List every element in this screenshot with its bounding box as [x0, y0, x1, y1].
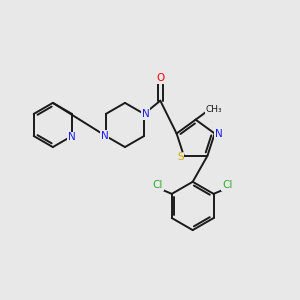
Text: O: O	[156, 73, 164, 83]
Text: N: N	[68, 133, 76, 142]
Text: N: N	[100, 131, 108, 141]
Text: N: N	[142, 109, 149, 119]
Text: Cl: Cl	[222, 180, 233, 190]
Text: Cl: Cl	[153, 180, 163, 190]
Text: N: N	[215, 128, 223, 139]
Text: CH₃: CH₃	[206, 106, 223, 115]
Text: S: S	[177, 152, 184, 162]
